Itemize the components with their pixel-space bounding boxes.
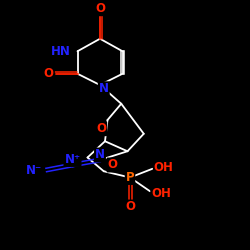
Text: N: N (99, 82, 109, 95)
Text: HN: HN (51, 45, 71, 58)
Text: N: N (95, 148, 105, 162)
Text: P: P (126, 171, 134, 184)
Text: O: O (108, 158, 118, 172)
Text: N⁺: N⁺ (64, 153, 80, 166)
Text: OH: OH (151, 187, 171, 200)
Text: O: O (96, 122, 106, 135)
Text: O: O (95, 2, 105, 15)
Text: N⁻: N⁻ (26, 164, 42, 176)
Text: O: O (125, 200, 135, 213)
Text: OH: OH (154, 161, 174, 174)
Text: O: O (44, 67, 54, 80)
